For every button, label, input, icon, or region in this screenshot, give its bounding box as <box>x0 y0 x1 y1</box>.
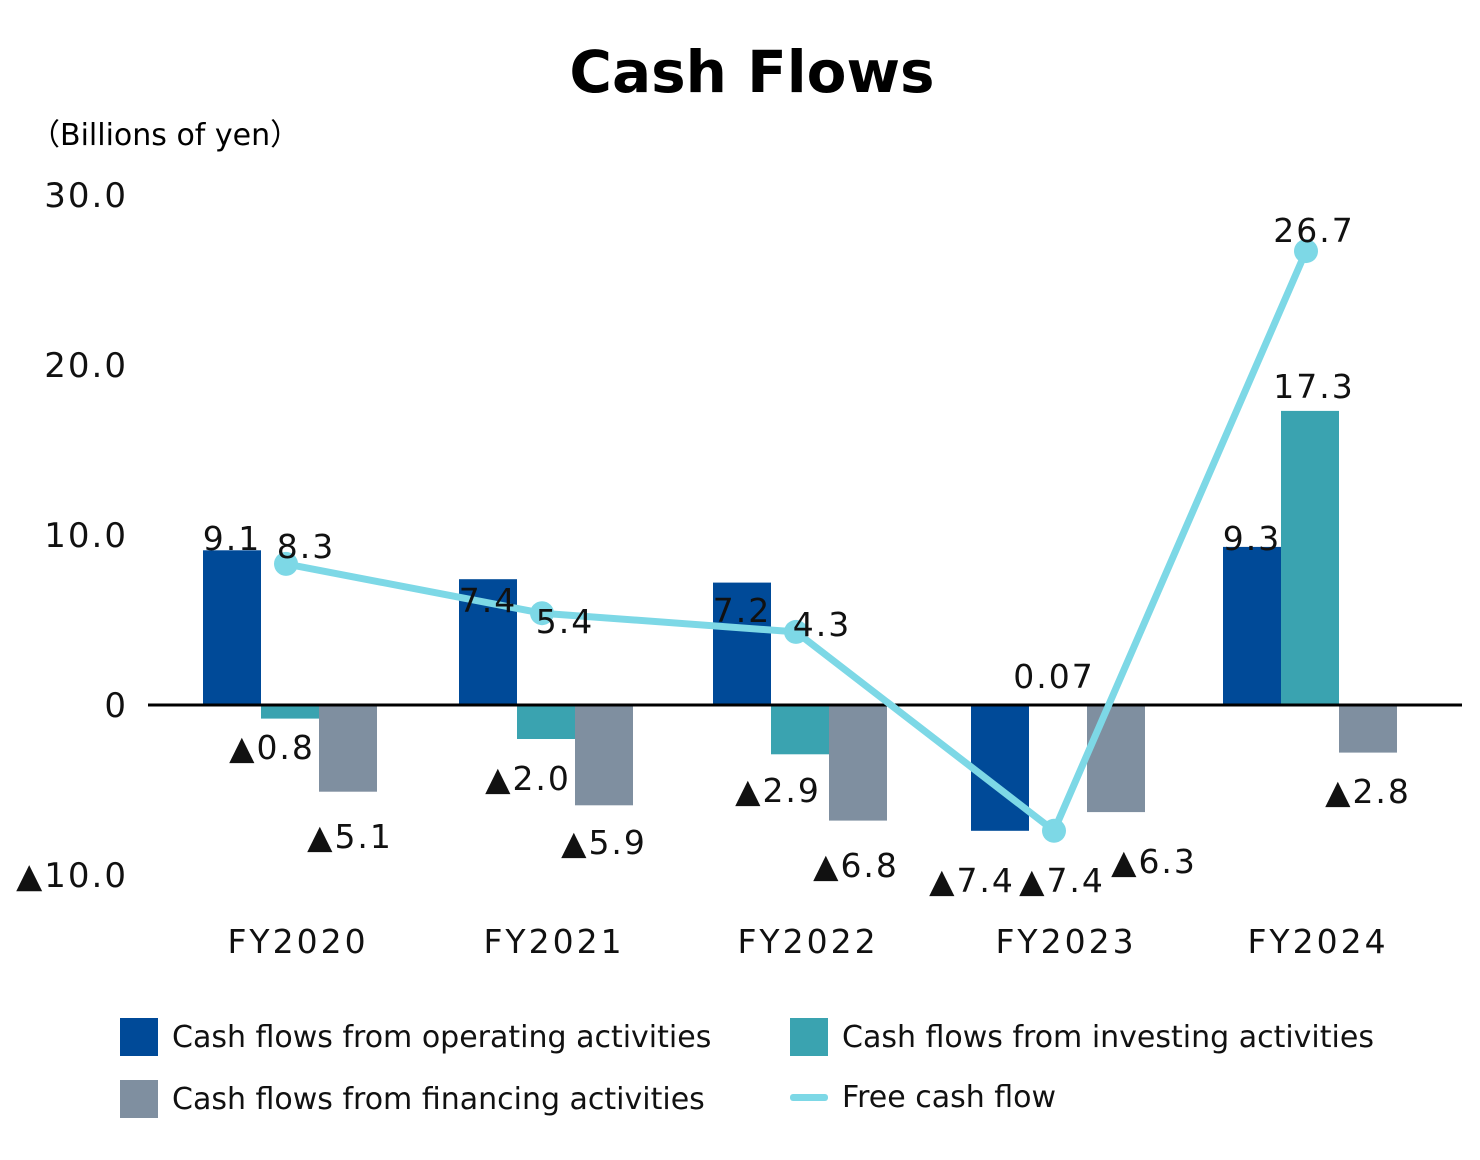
data-label-cash-flows-from-financing-activities-fy2023: ▲6.3 <box>1111 842 1197 881</box>
y-tick-label: 0 <box>104 686 128 726</box>
data-label-cash-flows-from-operating-activities-fy2024: 9.3 <box>1223 519 1281 558</box>
y-tick-label: ▲10.0 <box>16 856 128 896</box>
bar-cash-flows-from-financing-activities-fy2024 <box>1339 705 1397 753</box>
category-labels-group: FY2020 FY2021 FY2022 FY2023 FY2024 <box>227 922 1388 961</box>
bar-cash-flows-from-investing-activities-fy2024 <box>1281 410 1339 705</box>
bar-cash-flows-from-operating-activities-fy2023 <box>971 705 1029 831</box>
data-label-cash-flows-from-operating-activities-fy2020: 9.1 <box>203 519 261 558</box>
y-tick-label: 20.0 <box>44 346 128 386</box>
data-labels-group: 9.1 7.4 7.2 ▲7.4 9.3 ▲0.8 ▲2.0 ▲2.9 0.07 17.3 ▲5.1… <box>203 211 1411 900</box>
legend-swatch-financing <box>120 1080 158 1118</box>
data-label-cash-flows-from-financing-activities-fy2024: ▲2.8 <box>1325 772 1411 811</box>
unit-label: （Billions of yen） <box>30 118 300 153</box>
legend-swatch-investing <box>790 1018 828 1056</box>
data-label-cash-flows-from-financing-activities-fy2021: ▲5.9 <box>561 823 647 862</box>
data-label-cash-flows-from-financing-activities-fy2022: ▲6.8 <box>813 846 899 885</box>
x-category-label: FY2023 <box>995 922 1136 961</box>
free-cash-flow-point-fy2022 <box>784 619 808 644</box>
legend-item-operating: Cash flows from operating activities <box>120 1018 711 1056</box>
data-label-free-cash-flow-fy2024: 26.7 <box>1273 211 1354 250</box>
legend-label-financing: Cash flows from financing activities <box>172 1081 705 1117</box>
bar-cash-flows-from-financing-activities-fy2021 <box>575 705 633 806</box>
data-label-cash-flows-from-operating-activities-fy2022: 7.2 <box>713 591 771 630</box>
data-label-cash-flows-from-financing-activities-fy2020: ▲5.1 <box>307 817 393 856</box>
x-category-label: FY2021 <box>483 922 624 961</box>
free-cash-flow-point-fy2023 <box>1042 818 1066 843</box>
data-label-cash-flows-from-operating-activities-fy2023: ▲7.4 <box>929 861 1015 900</box>
bar-cash-flows-from-investing-activities-fy2022 <box>771 705 829 755</box>
x-category-label: FY2020 <box>227 922 368 961</box>
bar-cash-flows-from-investing-activities-fy2021 <box>517 705 575 739</box>
data-label-free-cash-flow-fy2021: 5.4 <box>536 602 594 641</box>
bar-cash-flows-from-financing-activities-fy2023 <box>1087 705 1145 813</box>
legend-item-financing: Cash flows from financing activities <box>120 1080 705 1118</box>
free-cash-flow-point-fy2020 <box>274 551 298 576</box>
x-category-label: FY2022 <box>737 922 878 961</box>
legend-item-investing: Cash flows from investing activities <box>790 1018 1374 1056</box>
data-label-free-cash-flow-fy2023: ▲7.4 <box>1019 861 1105 900</box>
data-label-cash-flows-from-investing-activities-fy2020: ▲0.8 <box>229 728 315 767</box>
free-cash-flow-point-fy2021 <box>530 601 554 626</box>
bar-cash-flows-from-operating-activities-fy2020 <box>203 550 261 705</box>
bar-cash-flows-from-financing-activities-fy2020 <box>319 705 377 792</box>
bar-cash-flows-from-investing-activities-fy2020 <box>261 705 319 719</box>
data-label-cash-flows-from-investing-activities-fy2021: ▲2.0 <box>485 759 571 798</box>
bar-cash-flows-from-operating-activities-fy2022 <box>713 582 771 705</box>
data-label-cash-flows-from-investing-activities-fy2023: 0.07 <box>1013 657 1094 696</box>
free-cash-flow-line-group <box>274 239 1318 843</box>
chart-title: Cash Flows <box>569 38 934 106</box>
data-label-free-cash-flow-fy2022: 4.3 <box>793 605 851 644</box>
x-category-label: FY2024 <box>1247 922 1388 961</box>
bar-cash-flows-from-financing-activities-fy2022 <box>829 705 887 821</box>
legend-label-investing: Cash flows from investing activities <box>842 1019 1374 1055</box>
legend-label-operating: Cash flows from operating activities <box>172 1019 712 1055</box>
data-label-cash-flows-from-investing-activities-fy2024: 17.3 <box>1273 367 1354 406</box>
y-tick-label: 30.0 <box>44 176 128 216</box>
data-label-cash-flows-from-operating-activities-fy2021: 7.4 <box>459 581 517 620</box>
bar-cash-flows-from-operating-activities-fy2024 <box>1223 546 1281 705</box>
data-label-cash-flows-from-investing-activities-fy2022: ▲2.9 <box>735 771 821 810</box>
y-tick-label: 10.0 <box>44 516 128 556</box>
legend-swatch-operating <box>120 1018 158 1056</box>
legend-swatch-free-cash-flow <box>790 1094 828 1101</box>
data-label-free-cash-flow-fy2020: 8.3 <box>277 527 335 566</box>
free-cash-flow-point-fy2024 <box>1294 239 1318 264</box>
legend-label-free-cash-flow: Free cash flow <box>842 1080 1057 1115</box>
y-axis-ticks: 30.0 20.0 10.0 0 ▲10.0 <box>16 176 128 896</box>
legend-item-free-cash-flow: Free cash flow <box>790 1080 1056 1115</box>
